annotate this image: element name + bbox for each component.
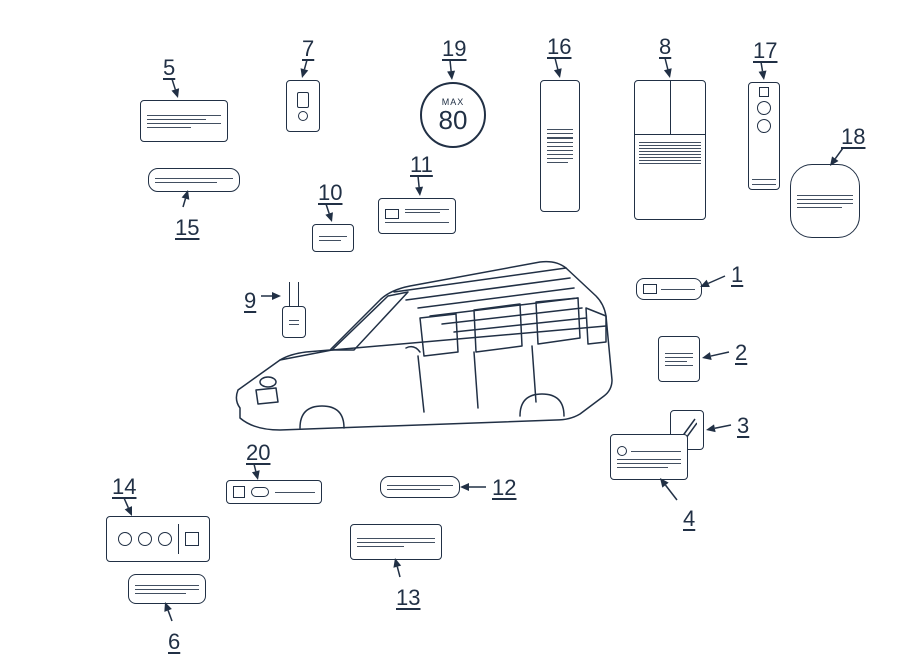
diagram-stage: MAX 80: [0, 0, 900, 661]
arrow-20: [0, 0, 900, 661]
